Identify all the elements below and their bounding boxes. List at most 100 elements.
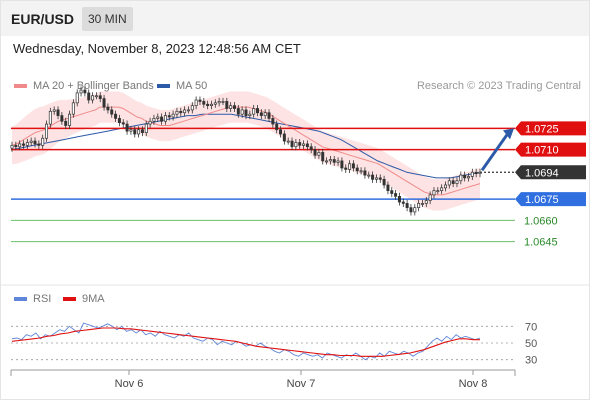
- candle: [102, 95, 106, 111]
- projection-arrow-head: [503, 128, 514, 140]
- candle: [432, 187, 436, 199]
- candle-body: [194, 99, 198, 107]
- candle-body: [298, 142, 302, 146]
- candle: [202, 97, 206, 108]
- candle-body: [52, 109, 56, 112]
- candle: [152, 114, 156, 125]
- time-label-0: Nov 6: [115, 378, 144, 390]
- candle: [336, 157, 340, 166]
- candle: [213, 99, 217, 108]
- candle: [428, 191, 432, 205]
- legend-ma50: MA 50: [157, 80, 207, 92]
- candle: [252, 104, 256, 118]
- candle-body: [417, 203, 421, 209]
- candle-body: [279, 129, 283, 135]
- candle-body: [236, 108, 240, 115]
- candle: [125, 120, 129, 135]
- candle: [267, 109, 271, 122]
- legend-rsi-label: RSI: [33, 293, 52, 305]
- projection-arrow-shaft: [480, 132, 510, 172]
- candle-body: [133, 129, 137, 135]
- candle-body: [317, 152, 321, 156]
- candle: [240, 106, 244, 118]
- candle: [190, 102, 194, 114]
- candle-body: [18, 143, 22, 148]
- candle-body: [409, 207, 413, 213]
- candle: [198, 96, 202, 105]
- candle-body: [459, 174, 463, 182]
- candle-body: [282, 133, 286, 142]
- candle: [229, 102, 233, 113]
- candle: [344, 164, 348, 173]
- level-label-1.0660: 1.0660: [524, 215, 558, 227]
- candle-body: [302, 143, 306, 146]
- candle-body: [401, 201, 405, 204]
- candle: [455, 177, 459, 188]
- candle: [359, 167, 363, 175]
- candle: [144, 120, 148, 137]
- candle: [259, 109, 263, 120]
- candle-body: [106, 106, 110, 111]
- candle: [470, 168, 474, 181]
- candle: [29, 137, 33, 147]
- candle-body: [424, 200, 428, 204]
- candle: [313, 146, 317, 159]
- time-label-1: Nov 7: [287, 378, 316, 390]
- candle-body: [156, 116, 160, 119]
- candle: [467, 172, 470, 182]
- symbol-title: EUR/USD: [11, 11, 75, 27]
- candle: [440, 184, 444, 195]
- candle-body: [121, 122, 125, 125]
- candle-body: [148, 120, 152, 125]
- candle: [75, 89, 79, 107]
- candle: [60, 112, 64, 125]
- candle-body: [394, 193, 398, 197]
- candle-body: [190, 105, 194, 111]
- candle: [390, 187, 394, 198]
- candle: [87, 89, 91, 104]
- level-badge-1.0710: [515, 142, 586, 157]
- candle: [420, 199, 424, 207]
- candle: [233, 102, 236, 113]
- candle-body: [213, 102, 217, 105]
- candle: [244, 106, 248, 120]
- candle: [148, 117, 152, 128]
- candle-body: [160, 116, 164, 122]
- candle-body: [117, 118, 121, 124]
- candle: [163, 112, 167, 125]
- candle-body: [202, 101, 206, 105]
- candle-body: [463, 174, 467, 179]
- candle-body: [340, 160, 344, 169]
- candle-body: [271, 118, 275, 125]
- candle: [371, 171, 375, 183]
- candle-body: [325, 160, 329, 163]
- level-label-1.0675: 1.0675: [525, 194, 559, 206]
- timeframe-badge[interactable]: 30 MIN: [82, 7, 133, 31]
- candle: [305, 140, 309, 151]
- candle-body: [37, 143, 41, 146]
- candle-body: [175, 110, 179, 115]
- candle-body: [386, 184, 390, 192]
- candle-body: [64, 120, 68, 126]
- candle-body: [68, 113, 72, 126]
- candle-body: [348, 163, 352, 170]
- candle: [194, 96, 198, 110]
- candle: [121, 119, 125, 128]
- candle: [394, 189, 398, 200]
- candle-body: [167, 115, 171, 118]
- candle-body: [71, 102, 75, 115]
- candle-body: [25, 142, 29, 146]
- candle-body: [413, 207, 417, 213]
- candle-body: [371, 174, 375, 180]
- candle: [405, 199, 409, 212]
- candle: [25, 138, 29, 149]
- candle: [298, 138, 302, 149]
- time-label-2: Nov 8: [459, 378, 488, 390]
- candle-body: [129, 129, 133, 132]
- candle-body: [75, 92, 79, 104]
- candle: [286, 137, 290, 145]
- candle: [256, 104, 259, 117]
- candle-body: [198, 99, 202, 102]
- candle: [413, 204, 417, 216]
